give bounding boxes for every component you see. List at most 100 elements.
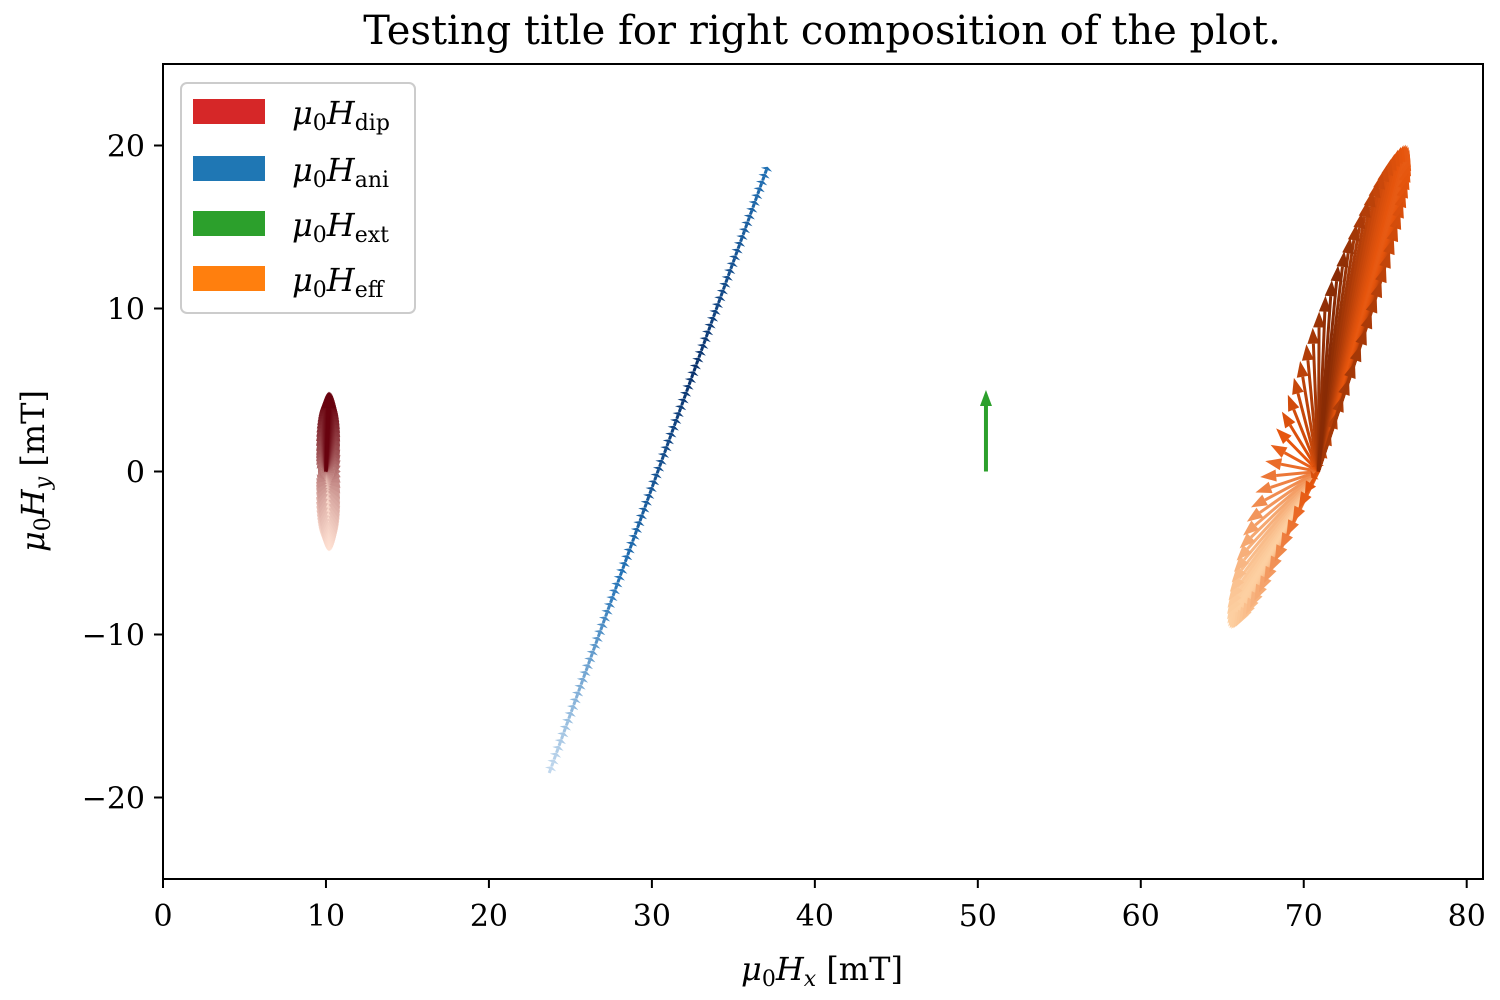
y-axis-label-var: H (14, 488, 52, 518)
arrow-ani-85 (694, 350, 706, 358)
x-tick-label: 80 (1448, 899, 1486, 934)
arrow-ani-72 (667, 425, 679, 433)
arrow-ani-4 (552, 745, 564, 754)
legend-label-dip: μ0Hdip (292, 94, 390, 136)
arrow-ani-80 (677, 398, 689, 406)
x-tick-label: 50 (959, 899, 997, 934)
arrow-ani-15 (579, 670, 591, 679)
arrow-ani-5 (554, 738, 567, 747)
arrow-ani-11 (569, 698, 581, 706)
y-tick-label: 0 (126, 456, 145, 491)
arrow-ani-7 (559, 725, 571, 733)
arrow-ani-26 (606, 595, 618, 604)
arrow-ani-13 (574, 684, 586, 692)
arrow-ani-50 (640, 500, 652, 508)
y-axis-label-symbol: μ (14, 531, 52, 552)
arrow-ani-64 (657, 452, 670, 461)
arrow-ani-23 (598, 616, 611, 624)
arrow-ani-28 (611, 582, 623, 590)
y-axis-label: μ0Hy [mT] (14, 390, 56, 552)
arrow-ani-44 (633, 520, 645, 529)
arrow-ani-62 (655, 459, 667, 467)
arrow-eff-33 (1270, 444, 1320, 473)
legend-swatch-ani (193, 156, 265, 181)
arrow-ani-84 (682, 384, 694, 393)
arrow-ani-6 (557, 732, 569, 740)
arrow-ani-20 (591, 636, 603, 645)
arrow-eff-25 (1250, 470, 1320, 508)
x-tick-label: 0 (153, 899, 172, 934)
arrow-ani-2 (547, 759, 559, 767)
arrow-ani-30 (616, 568, 628, 576)
arrow-ani-76 (672, 411, 684, 420)
arrow-ani-17 (584, 657, 596, 665)
arrow-ani-68 (662, 439, 674, 447)
arrow-ani-31 (760, 166, 773, 175)
arrow-ani-51 (736, 234, 748, 243)
arrow-ani-73 (709, 309, 721, 318)
arrow-ani-14 (576, 677, 589, 685)
arrow-ani-69 (714, 296, 726, 304)
legend-swatch-ext (193, 211, 265, 236)
chart-title: Testing title for right composition of t… (363, 8, 1281, 54)
x-tick-label: 20 (470, 899, 508, 934)
arrow-ani-8 (562, 718, 574, 726)
series-ani (544, 166, 773, 774)
arrow-ani-87 (692, 357, 704, 365)
arrow-ani-66 (660, 446, 672, 454)
arrow-ani-63 (721, 275, 733, 284)
arrow-ani-57 (728, 255, 741, 263)
arrow-ani-52 (643, 493, 655, 502)
arrow-ani-77 (704, 323, 716, 331)
arrow-ani-78 (674, 405, 687, 413)
x-tick-label: 60 (1122, 899, 1160, 934)
arrow-ani-40 (628, 534, 640, 542)
legend-label-eff: μ0Heff (292, 261, 385, 303)
arrow-ani-61 (724, 268, 736, 277)
x-tick-label: 40 (796, 899, 834, 934)
arrow-ani-22 (596, 623, 608, 631)
x-axis-label-subvar: x (804, 967, 817, 992)
arrow-ani-35 (755, 180, 768, 188)
arrow-ani-58 (650, 473, 662, 481)
legend: μ0Hdip μ0Hani μ0Hext μ0Heff (180, 82, 416, 314)
arrow-eff-31 (1265, 458, 1319, 473)
arrow-ani-89 (689, 364, 701, 372)
arrow-ani-59 (726, 262, 738, 270)
arrow-ani-43 (746, 207, 758, 215)
arrow-ani-42 (630, 527, 643, 536)
arrow-ani-88 (687, 371, 699, 379)
y-axis-label-subvar: y (31, 476, 56, 490)
arrow-ani-38 (625, 541, 638, 549)
arrow-ani-55 (731, 248, 743, 256)
arrow-ani-67 (716, 289, 728, 297)
arrow-eff-52 (1310, 470, 1320, 480)
arrow-dip-89 (322, 391, 335, 472)
x-axis-label: μ0Hx [mT] (741, 950, 903, 992)
arrow-ani-79 (701, 330, 714, 338)
arrow-ext (979, 390, 992, 472)
arrow-ani-21 (593, 629, 606, 638)
series-dip (316, 391, 341, 552)
arrow-ani-27 (608, 589, 621, 597)
arrow-ani-16 (581, 664, 594, 672)
data-layer (316, 144, 1412, 774)
series-eff (1227, 144, 1412, 629)
arrow-ani-49 (738, 228, 751, 236)
legend-swatch-dip (193, 99, 265, 124)
arrow-eff-50 (1281, 411, 1320, 473)
y-axis-label-sub0: 0 (31, 517, 56, 531)
x-axis-label-symbol: μ (741, 950, 762, 988)
series-ext (979, 390, 992, 472)
arrow-ani-86 (684, 377, 697, 386)
arrow-eff-89 (1316, 265, 1343, 472)
arrow-ani-75 (706, 316, 719, 324)
arrow-ani-65 (719, 282, 731, 290)
x-axis-ticks: 0 10 20 30 40 50 60 70 80 (153, 879, 1486, 934)
y-tick-label: −20 (82, 782, 145, 817)
arrow-ani-48 (638, 507, 650, 515)
x-tick-label: 10 (307, 899, 345, 934)
arrow-ani-19 (589, 643, 601, 651)
arrow-ani-82 (679, 391, 692, 399)
